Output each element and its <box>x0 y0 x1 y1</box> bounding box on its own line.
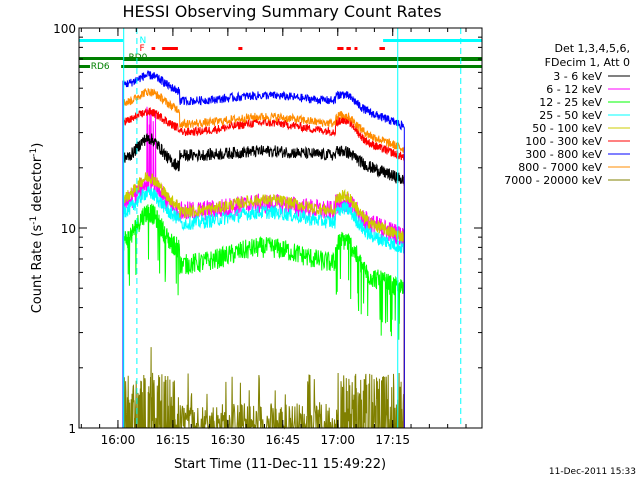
series-line <box>122 186 405 428</box>
legend-header-1: Det 1,3,4,5,6, <box>554 42 630 55</box>
y-axis-label-sup1: -1 <box>29 216 39 225</box>
series-line <box>122 106 405 428</box>
series-line <box>122 203 405 428</box>
x-tick-label: 16:00 <box>101 433 136 447</box>
y-tick-label: 10 <box>61 222 76 236</box>
x-tick-label: 16:15 <box>156 433 191 447</box>
saa-markers <box>123 28 462 428</box>
legend-label: 7000 - 20000 keV <box>504 174 602 187</box>
series-line <box>122 70 405 428</box>
x-tick-label: 16:45 <box>266 433 301 447</box>
legend-label: 50 - 100 keV <box>532 122 602 135</box>
legend-label: 3 - 6 keV <box>553 70 602 83</box>
series-line <box>122 133 405 428</box>
rd0-bar <box>79 57 123 60</box>
f-flag-bar <box>151 47 156 50</box>
series-line <box>122 106 405 428</box>
x-tick-label: 17:15 <box>375 433 410 447</box>
n-flag-bar <box>383 39 482 42</box>
series-line <box>122 347 405 430</box>
legend-label: 6 - 12 keV <box>546 83 602 96</box>
legend-label: 300 - 800 keV <box>525 148 602 161</box>
f-flag-label: F <box>139 44 144 54</box>
legend: Det 1,3,4,5,6, FDecim 1, Att 0 3 - 6 keV… <box>504 42 630 187</box>
f-flag-bar <box>379 47 385 50</box>
y-axis-label: Count Rate (s-1 detector-1) <box>29 143 45 314</box>
series-line <box>122 172 405 428</box>
rd0-bar-main <box>122 57 483 61</box>
y-axis-label-main: Count Rate (s <box>30 225 45 314</box>
legend-label: 100 - 300 keV <box>525 135 602 148</box>
y-axis: 1 10 100 <box>53 22 482 436</box>
f-flag-bar <box>354 47 358 50</box>
series-line <box>122 88 405 428</box>
legend-label: 800 - 7000 keV <box>518 161 602 174</box>
y-axis-label-sup2: -1 <box>29 148 39 157</box>
f-flag-bar <box>162 47 178 50</box>
legend-label: 25 - 50 keV <box>539 109 602 122</box>
footer-timestamp: 11-Dec-2011 15:33 <box>549 467 636 477</box>
y-tick-label: 1 <box>68 422 76 436</box>
x-axis: 16:00 16:15 16:30 16:45 17:00 17:15 <box>80 28 467 447</box>
y-axis-label-end: ) <box>30 143 45 148</box>
rd6-bar <box>79 65 90 68</box>
x-axis-label: Start Time (11-Dec-11 15:49:22) <box>174 457 386 472</box>
f-flag-bar <box>346 47 351 50</box>
legend-header-2: FDecim 1, Att 0 <box>545 56 630 69</box>
rd6-label: RD6 <box>91 62 110 72</box>
n-flag-label: N <box>139 36 146 46</box>
x-tick-label: 16:30 <box>211 433 246 447</box>
f-flag-bar <box>238 47 243 50</box>
y-axis-label-mid: detector <box>30 156 45 216</box>
f-flag-bar <box>337 47 344 50</box>
series-layer <box>122 70 405 430</box>
n-flag-bar <box>79 39 123 42</box>
rd6-bar-main <box>121 65 482 68</box>
rd0-label: RD0 <box>128 53 147 63</box>
x-tick-label: 17:00 <box>320 433 355 447</box>
chart-title: HESSI Observing Summary Count Rates <box>122 2 441 21</box>
y-tick-label: 100 <box>53 22 76 36</box>
legend-label: 12 - 25 keV <box>539 96 602 109</box>
